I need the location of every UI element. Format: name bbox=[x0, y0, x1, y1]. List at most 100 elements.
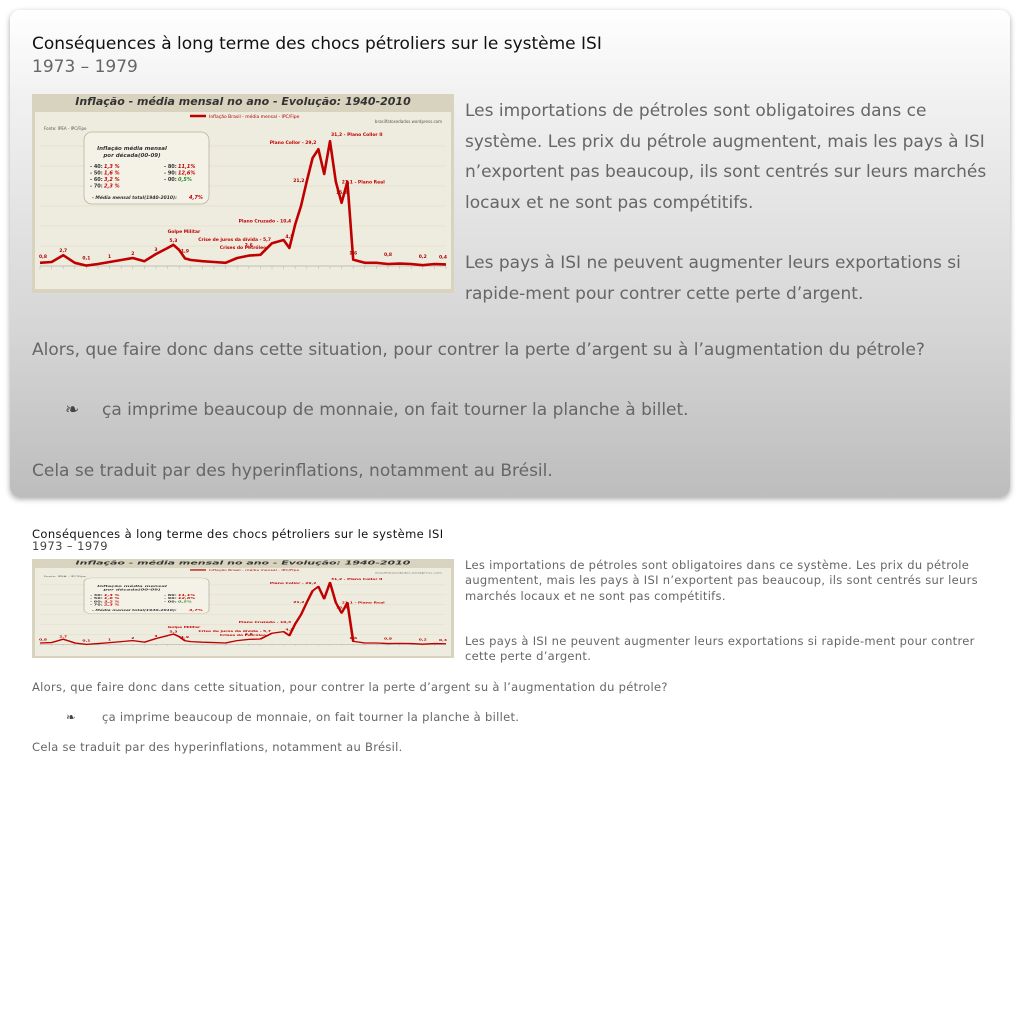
point-label-copy: 4,5 bbox=[285, 629, 294, 632]
decade-value-copy: 1,6 % bbox=[104, 597, 120, 600]
point-label-copy: 2,6 bbox=[245, 633, 254, 636]
chart-annotation: Plano Collor - 29,2 bbox=[270, 140, 317, 146]
decade-label-copy: - 60: bbox=[90, 600, 103, 603]
point-label: 21,2 bbox=[293, 178, 304, 184]
decade-label-copy: - 40: bbox=[90, 593, 103, 596]
total-value: 4,7% bbox=[189, 195, 203, 201]
point-label: 5,3 bbox=[169, 238, 177, 244]
decade-label-copy: - 80: bbox=[164, 593, 177, 596]
paragraph-importations: Les importations de pétroles sont obliga… bbox=[465, 101, 987, 213]
chart-svg: Inflação - média mensal no ano - Evoluçã… bbox=[32, 94, 454, 293]
decade-box-copy bbox=[83, 577, 210, 614]
point-label: 3 bbox=[154, 247, 157, 253]
point-label-copy: 0,2 bbox=[419, 639, 428, 642]
chart-annotation-copy: Crise de juros da dívida - 5,7 bbox=[198, 630, 271, 633]
bullet-item-copy: ça imprime beaucoup de monnaie, on fait … bbox=[102, 710, 520, 724]
point-label-copy: 0,1 bbox=[82, 639, 91, 642]
point-label-copy: 1,9 bbox=[181, 636, 190, 639]
source-right-copy: brasilfatosedados.wordpress.com bbox=[375, 572, 442, 575]
chart-svg-copy: Inflação - média mensal no ano - Evoluçã… bbox=[32, 559, 454, 658]
decade-value: 1,6 % bbox=[104, 171, 120, 177]
point-label-copy: 1,6 bbox=[349, 637, 358, 640]
decade-label-copy: - 90: bbox=[164, 597, 177, 600]
paragraph-importations-copy: Les importations de pétroles sont obliga… bbox=[465, 558, 978, 603]
decade-label: - 40: bbox=[90, 164, 103, 170]
decade-value-copy: 2,3 % bbox=[104, 603, 120, 606]
decade-label: - 50: bbox=[90, 171, 103, 177]
decade-label: - 70: bbox=[90, 184, 103, 190]
source-right: brasilfatosedados.wordpress.com bbox=[375, 119, 442, 124]
conclusion-text-copy: Cela se traduit par des hyperinflations,… bbox=[32, 740, 403, 754]
chart-title-copy: Inflação - média mensal no ano - Evoluçã… bbox=[76, 559, 411, 566]
chart-title: Inflação - média mensal no ano - Evoluçã… bbox=[75, 95, 411, 108]
chart-annotation: Plano Cruzado - 10,4 bbox=[239, 218, 292, 224]
point-label: 0,1 bbox=[82, 256, 90, 262]
decade-box-subtitle-copy: por década(00-09) bbox=[102, 587, 160, 591]
source-left: Fonte: IPEA - IPC/Fipe bbox=[44, 126, 87, 131]
point-label-copy: 2 bbox=[131, 637, 135, 640]
chart-annotation: 21,1 - Plano Real bbox=[342, 180, 385, 186]
question-text-copy: Alors, que faire donc dans cette situati… bbox=[32, 680, 668, 694]
point-label-copy: 0,8 bbox=[384, 638, 393, 641]
point-label-copy: 1 bbox=[108, 639, 112, 642]
slide-title: Conséquences à long terme des chocs pétr… bbox=[32, 34, 602, 54]
chart-annotation: Crises do Petróleo bbox=[220, 244, 266, 251]
inflation-series-line-copy bbox=[39, 581, 447, 646]
point-label-copy: 0,4 bbox=[439, 639, 448, 642]
decade-label: - 90: bbox=[164, 171, 177, 177]
decade-value-copy: 0,5% bbox=[178, 600, 192, 603]
decade-value-copy: 11,1% bbox=[178, 593, 195, 596]
decade-value: 1,3 % bbox=[104, 164, 120, 170]
point-label-copy: 21,2 bbox=[293, 601, 305, 604]
paragraph-exportations-copy: Les pays à ISI ne peuvent augmenter leur… bbox=[465, 634, 975, 664]
source-left-copy: Fonte: IPEA - IPC/Fipe bbox=[44, 575, 86, 578]
decade-label-copy: - 00: bbox=[164, 600, 177, 603]
total-value-copy: 4,7% bbox=[189, 609, 203, 612]
point-label-copy: 5,3 bbox=[169, 631, 178, 634]
decade-value-copy: 1,3 % bbox=[104, 593, 120, 596]
point-label-copy: 3 bbox=[154, 635, 158, 638]
inflation-chart: Inflação - média mensal no ano - Evoluçã… bbox=[32, 94, 454, 293]
slide-subtitle-copy: 1973 – 1979 bbox=[32, 539, 108, 553]
decade-label-copy: - 70: bbox=[90, 603, 103, 606]
point-label-copy: 2,7 bbox=[59, 636, 68, 639]
chart-annotation-copy: Crises do Petróleo bbox=[220, 634, 267, 637]
decade-value-copy: 3,2 % bbox=[104, 600, 120, 603]
bullet-item: ça imprime beaucoup de monnaie, on fait … bbox=[102, 400, 689, 420]
legend-entry-copy: Inflação Brasil - média mensal - IPC/Fip… bbox=[209, 569, 299, 572]
chart-annotation-copy: Plano Collor - 29,2 bbox=[270, 582, 317, 585]
point-label: 2 bbox=[131, 251, 134, 257]
floral-bullet-icon: ❧ bbox=[65, 400, 80, 420]
decade-value: 11,1% bbox=[178, 164, 195, 170]
chart-annotation-copy: Golpe Militar bbox=[168, 626, 201, 629]
decade-box-title: Inflação média mensal bbox=[97, 145, 167, 152]
decade-value: 2,3 % bbox=[104, 184, 120, 190]
conclusion-text: Cela se traduit par des hyperinflations,… bbox=[32, 461, 553, 481]
decade-box-title-copy: Inflação média mensal bbox=[97, 584, 167, 588]
point-label: 0,2 bbox=[419, 254, 427, 260]
point-label: 2,7 bbox=[59, 248, 67, 254]
point-label: 15,8 bbox=[336, 190, 347, 196]
chart-annotation-copy: 21,1 - Plano Real bbox=[342, 602, 385, 605]
chart-annotation: Crise de juros da dívida - 5,7 bbox=[198, 236, 271, 243]
point-label-copy: 0,8 bbox=[39, 639, 48, 642]
decade-label-copy: - 50: bbox=[90, 597, 103, 600]
paragraph-exportations: Les pays à ISI ne peuvent augmenter leur… bbox=[465, 253, 961, 304]
decade-box bbox=[83, 131, 210, 205]
decade-value-copy: 12,6% bbox=[178, 597, 195, 600]
inflation-series-line bbox=[39, 139, 447, 267]
point-label: 1,9 bbox=[181, 248, 189, 254]
decade-label: - 60: bbox=[90, 177, 103, 183]
point-label: 0,8 bbox=[39, 254, 47, 260]
slide-card: Conséquences à long terme des chocs pétr… bbox=[10, 10, 1010, 497]
chart-annotation: Golpe Militar bbox=[168, 229, 201, 235]
decade-label: - 00: bbox=[164, 177, 177, 183]
inflation-chart-copy: Inflação - média mensal no ano - Evoluçã… bbox=[32, 559, 454, 658]
decade-label: - 80: bbox=[164, 164, 177, 170]
question-text: Alors, que faire donc dans cette situati… bbox=[32, 340, 925, 360]
decade-value: 12,6% bbox=[178, 171, 195, 177]
point-label: 2,6 bbox=[245, 243, 253, 249]
point-label-copy: 15,8 bbox=[336, 607, 348, 610]
total-label-copy: - Média mensal total(1940-2010): bbox=[92, 609, 177, 612]
slide-subtitle: 1973 – 1979 bbox=[32, 57, 138, 77]
